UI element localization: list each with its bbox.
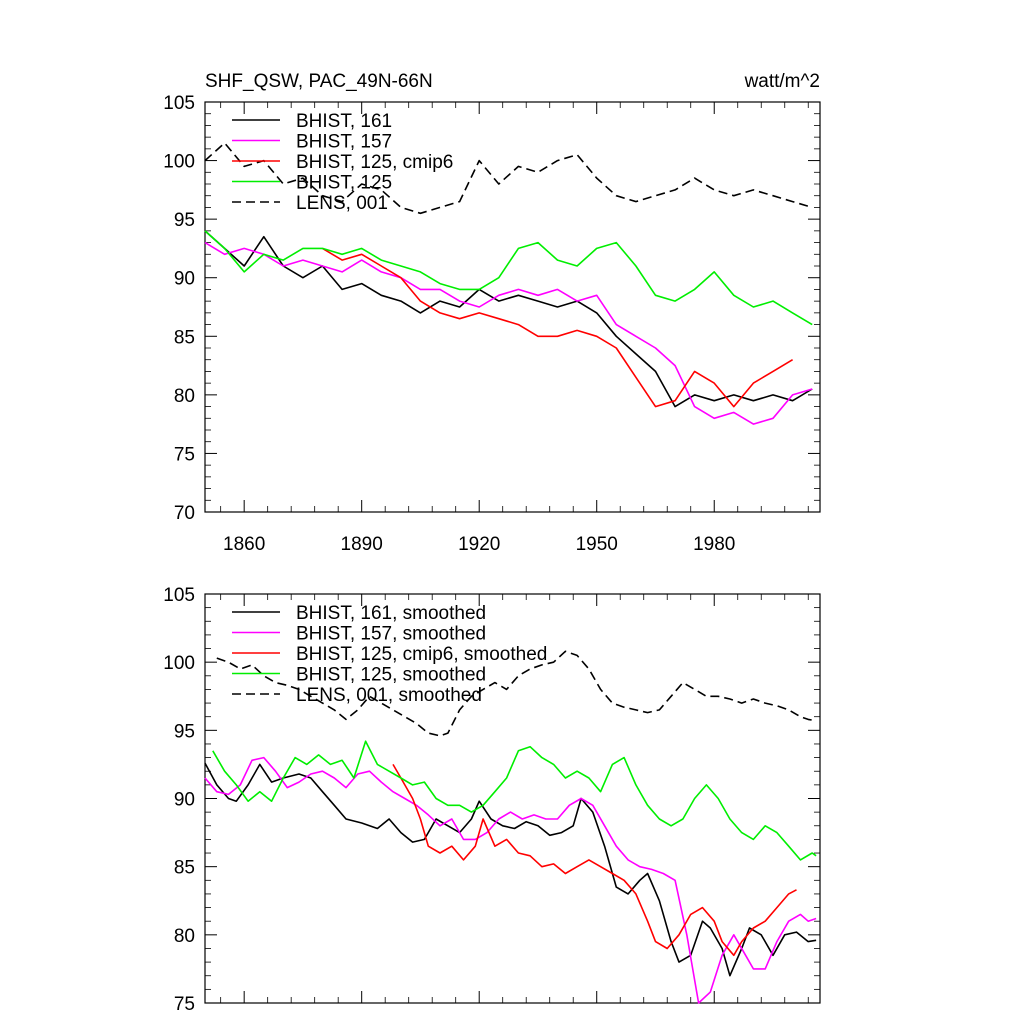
series-line — [204, 142, 813, 215]
chart-title: SHF_QSW, PAC_49N-66N — [205, 71, 433, 92]
series-line — [204, 756, 817, 1004]
y-tick-label: 75 — [174, 444, 195, 465]
x-tick-label: 1950 — [576, 534, 618, 555]
units-label: watt/m^2 — [744, 71, 820, 92]
y-tick-label: 100 — [163, 152, 195, 173]
legend-label: LENS, 001 — [296, 193, 388, 214]
series-line — [212, 740, 817, 861]
legend-label: BHIST, 161 — [296, 111, 392, 132]
legend-label: LENS, 001, smoothed — [296, 685, 482, 706]
legend-label: BHIST, 157 — [296, 132, 392, 153]
x-tick-label: 1890 — [341, 534, 383, 555]
series-line — [204, 241, 813, 425]
plot-frame — [204, 101, 821, 513]
y-tick-label: 90 — [174, 269, 195, 290]
y-tick-label: 90 — [174, 790, 195, 811]
legend-label: BHIST, 125, smoothed — [296, 665, 486, 686]
y-tick-label: 85 — [174, 858, 195, 879]
series-line — [216, 650, 817, 737]
y-tick-label: 75 — [174, 994, 195, 1015]
legend-label: BHIST, 125, cmip6 — [296, 152, 453, 173]
x-tick-label: 1860 — [223, 534, 265, 555]
y-tick-label: 85 — [174, 327, 195, 348]
x-tick-label: 1920 — [458, 534, 500, 555]
legend-label: BHIST, 125, cmip6, smoothed — [296, 644, 547, 665]
y-tick-label: 105 — [163, 585, 195, 606]
y-tick-label: 95 — [174, 721, 195, 742]
legend-label: BHIST, 157, smoothed — [296, 624, 486, 645]
series-line — [204, 762, 817, 977]
y-tick-label: 100 — [163, 653, 195, 674]
series-line — [392, 763, 797, 957]
series-line — [204, 230, 813, 408]
y-tick-label: 70 — [174, 503, 195, 524]
y-tick-label: 95 — [174, 210, 195, 231]
series-line — [204, 230, 813, 326]
legend-label: BHIST, 125 — [296, 173, 392, 194]
y-tick-label: 105 — [163, 93, 195, 114]
x-tick-label: 1980 — [693, 534, 735, 555]
top-panel: 70 75 80 85 90 95 100 105 1860 1890 1920 1950 1980 BH… — [163, 93, 821, 555]
series-line — [322, 247, 794, 408]
y-tick-label: 80 — [174, 926, 195, 947]
legend-label: BHIST, 161, smoothed — [296, 603, 486, 624]
y-tick-label: 80 — [174, 386, 195, 407]
